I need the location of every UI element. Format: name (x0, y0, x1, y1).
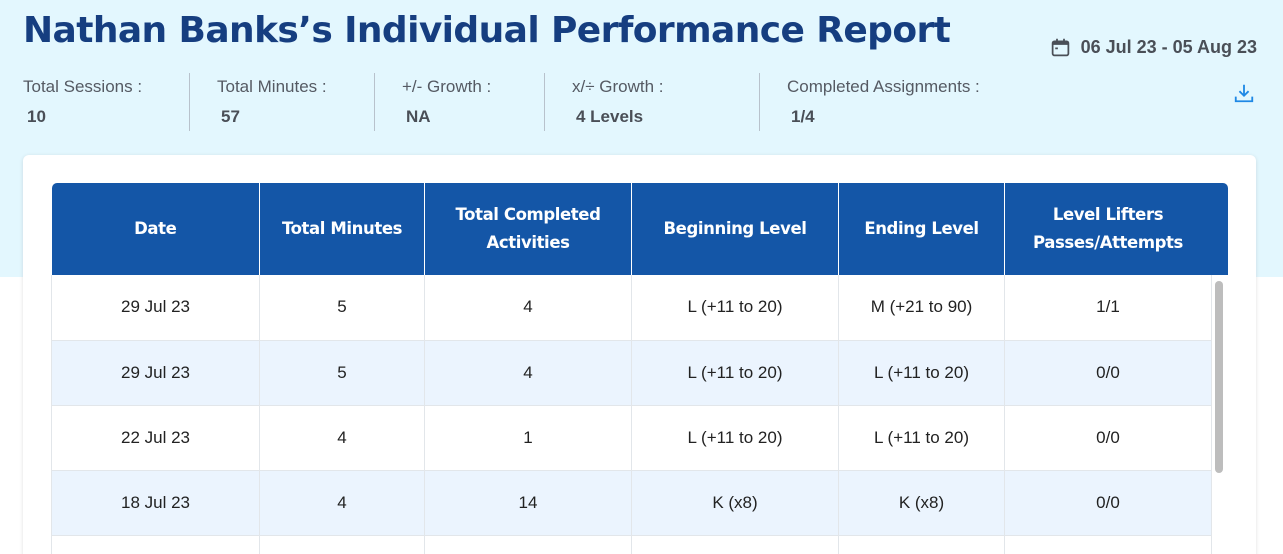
stat-label: Completed Assignments : (787, 77, 980, 96)
cell-ending-level (838, 535, 1005, 554)
stat-value: 10 (27, 107, 46, 126)
stat-completed-assignments: Completed Assignments : 1/4 (787, 73, 980, 131)
download-icon[interactable] (1233, 82, 1255, 104)
stat-total-minutes: Total Minutes : 57 (217, 73, 327, 131)
date-range-picker[interactable]: 06 Jul 23 - 05 Aug 23 (1050, 37, 1257, 58)
cell-total-minutes: 4 (259, 470, 425, 536)
sessions-table: Date Total Minutes Total Completed Activ… (51, 183, 1212, 554)
table-row: 29 Jul 23 5 4 L (+11 to 20) L (+11 to 20… (51, 340, 1212, 406)
table-header-scroll-cap (1211, 183, 1228, 275)
cell-beginning-level: L (+11 to 20) (631, 275, 839, 341)
cell-completed-activities (424, 535, 632, 554)
cell-ending-level: M (+21 to 90) (838, 275, 1005, 341)
stat-label: Total Minutes : (217, 77, 327, 96)
cell-ending-level: K (x8) (838, 470, 1005, 536)
stat-divider (189, 73, 190, 131)
cell-level-lifters (1004, 535, 1212, 554)
column-header-total-completed-activities[interactable]: Total Completed Activities (424, 183, 632, 275)
cell-beginning-level: L (+11 to 20) (631, 405, 839, 471)
stat-total-sessions: Total Sessions : 10 (23, 73, 142, 131)
stat-label: +/- Growth : (402, 77, 492, 96)
calendar-icon (1051, 38, 1069, 57)
stat-divider (759, 73, 760, 131)
cell-completed-activities: 14 (424, 470, 632, 536)
cell-date: 18 Jul 23 (51, 470, 260, 536)
stat-multiplicative-growth: x/÷ Growth : 4 Levels (572, 73, 664, 131)
cell-level-lifters: 0/0 (1004, 470, 1212, 536)
table-header-row: Date Total Minutes Total Completed Activ… (51, 183, 1212, 275)
stat-divider (544, 73, 545, 131)
cell-date: 29 Jul 23 (51, 275, 260, 341)
cell-level-lifters: 0/0 (1004, 340, 1212, 406)
cell-total-minutes: 5 (259, 340, 425, 406)
cell-beginning-level: L (+11 to 20) (631, 340, 839, 406)
cell-date (51, 535, 260, 554)
cell-beginning-level: K (x8) (631, 470, 839, 536)
cell-beginning-level (631, 535, 839, 554)
stat-value: 1/4 (791, 107, 815, 126)
table-row: 18 Jul 23 4 14 K (x8) K (x8) 0/0 (51, 470, 1212, 536)
cell-total-minutes: 4 (259, 405, 425, 471)
cell-level-lifters: 0/0 (1004, 405, 1212, 471)
cell-total-minutes (259, 535, 425, 554)
stat-value: 57 (221, 107, 240, 126)
column-header-ending-level[interactable]: Ending Level (838, 183, 1005, 275)
stat-additive-growth: +/- Growth : NA (402, 73, 491, 131)
table-scrollbar-thumb[interactable] (1215, 281, 1223, 473)
cell-completed-activities: 4 (424, 340, 632, 406)
table-row: 29 Jul 23 5 4 L (+11 to 20) M (+21 to 90… (51, 275, 1212, 341)
stat-divider (374, 73, 375, 131)
cell-level-lifters: 1/1 (1004, 275, 1212, 341)
column-header-date[interactable]: Date (51, 183, 260, 275)
column-header-beginning-level[interactable]: Beginning Level (631, 183, 839, 275)
cell-date: 29 Jul 23 (51, 340, 260, 406)
stat-label: Total Sessions : (23, 77, 143, 96)
page-title: Nathan Banks’s Individual Performance Re… (23, 10, 951, 51)
stat-value: NA (406, 107, 431, 126)
cell-ending-level: L (+11 to 20) (838, 405, 1005, 471)
cell-completed-activities: 1 (424, 405, 632, 471)
cell-ending-level: L (+11 to 20) (838, 340, 1005, 406)
stat-label: x/÷ Growth : (572, 77, 664, 96)
cell-total-minutes: 5 (259, 275, 425, 341)
date-range-text: 06 Jul 23 - 05 Aug 23 (1080, 37, 1257, 57)
cell-completed-activities: 4 (424, 275, 632, 341)
cell-date: 22 Jul 23 (51, 405, 260, 471)
column-header-level-lifters[interactable]: Level Lifters Passes/Attempts (1004, 183, 1212, 275)
stat-value: 4 Levels (576, 107, 644, 126)
column-header-total-minutes[interactable]: Total Minutes (259, 183, 425, 275)
table-row (51, 535, 1212, 554)
table-row: 22 Jul 23 4 1 L (+11 to 20) L (+11 to 20… (51, 405, 1212, 471)
